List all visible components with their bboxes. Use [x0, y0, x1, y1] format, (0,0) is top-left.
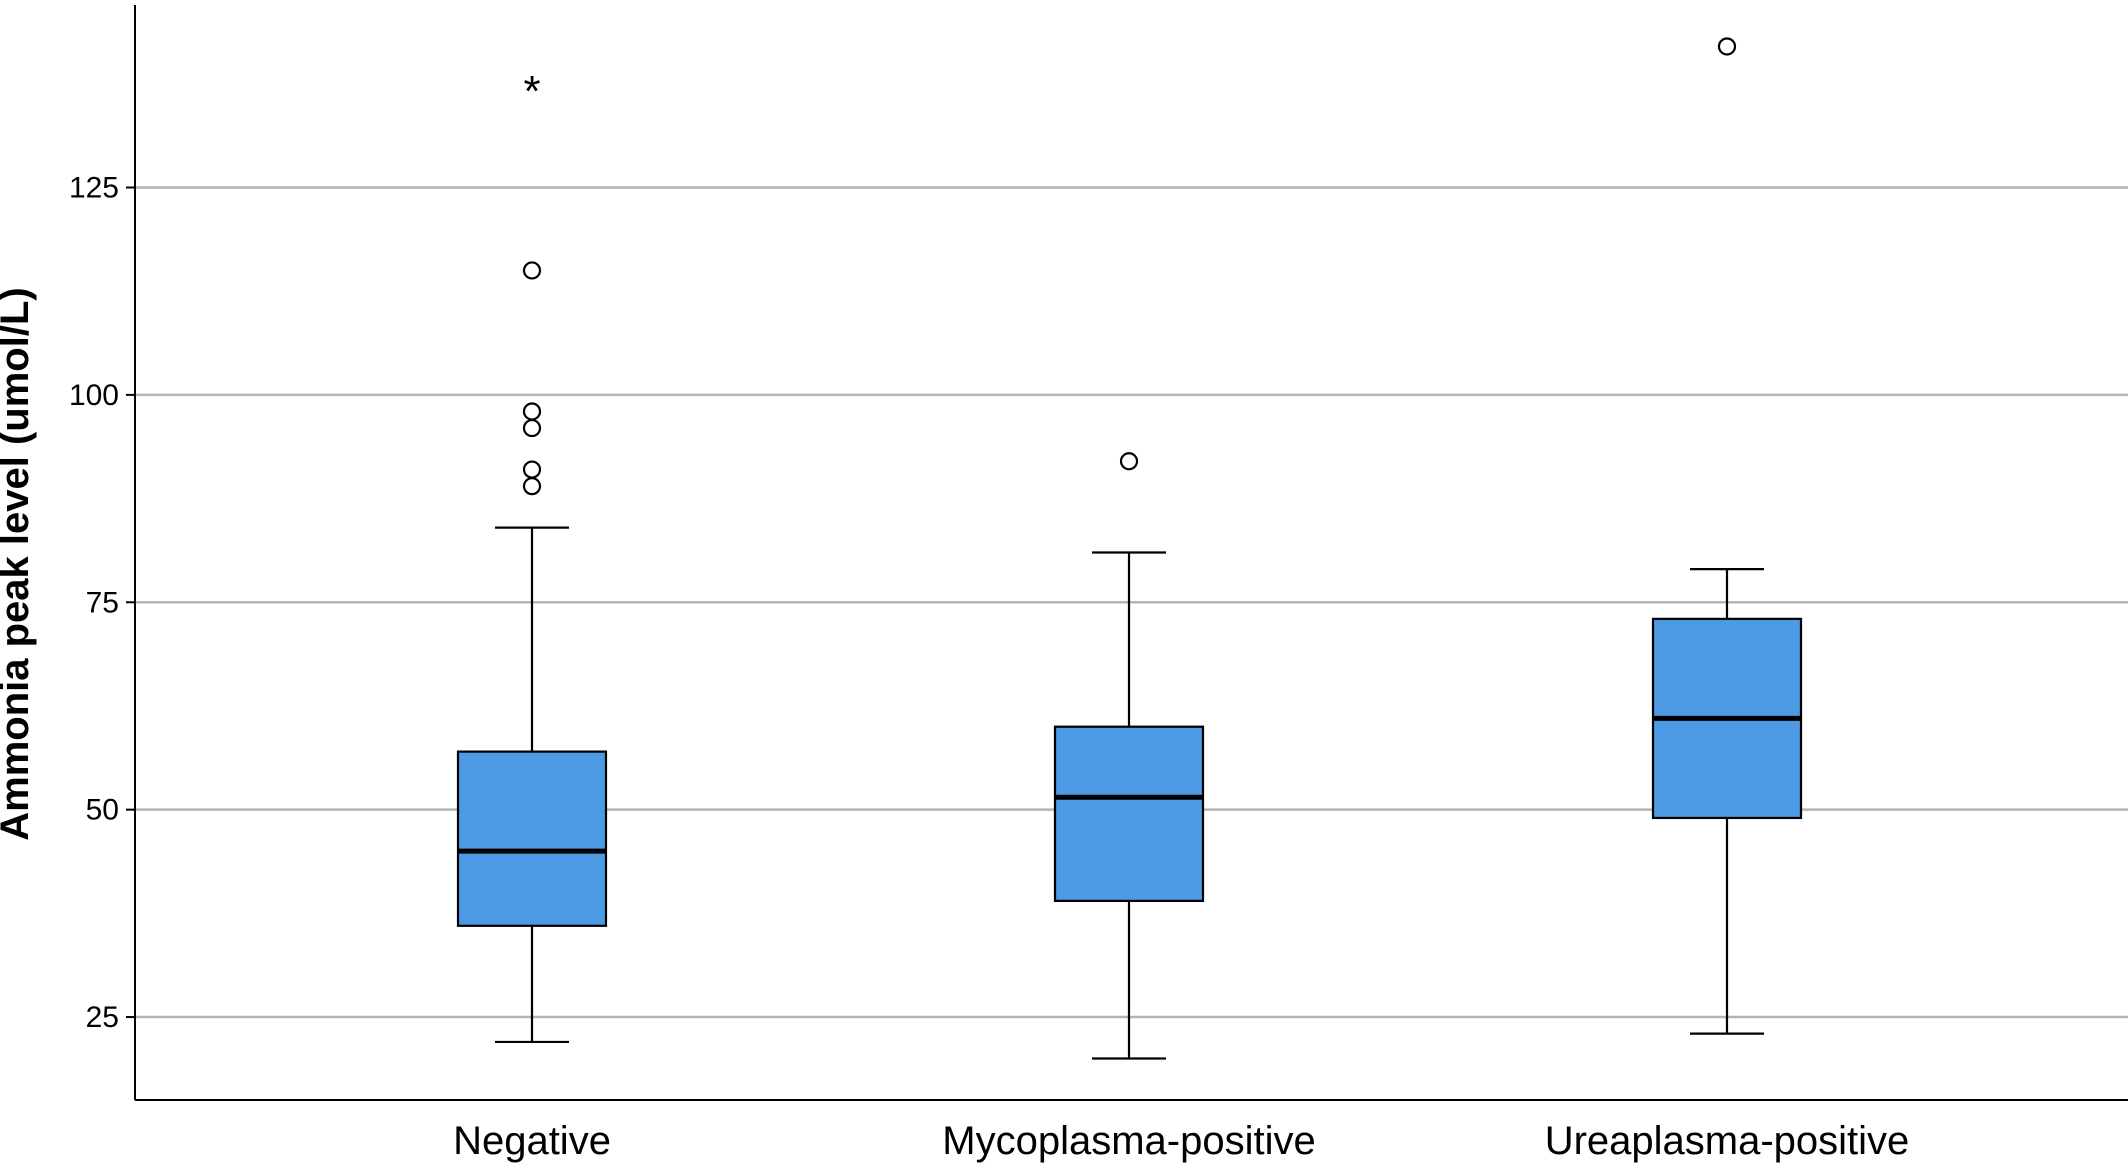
outlier-point [522, 477, 542, 496]
y-tick-label-100: 100 [69, 379, 119, 412]
outlier-point [522, 460, 542, 479]
y-tick-label-50: 50 [86, 794, 119, 827]
outlier-point [522, 418, 542, 438]
box-group-negative: * [456, 67, 608, 1044]
outlier-point [1119, 452, 1139, 471]
y-tick-label-75: 75 [86, 586, 119, 619]
iqr-box [1053, 725, 1205, 903]
box-group-mycoplasma-positive [1053, 452, 1205, 1060]
iqr-box [456, 750, 608, 927]
y-tick-label-125: 125 [69, 172, 119, 205]
x-category-label-negative: Negative [453, 1119, 611, 1163]
axes: 25 50 75 100 125 Negative Mycoplasma-positive U… [69, 5, 2128, 1163]
boxes: * [456, 37, 1803, 1060]
y-tick-label-25: 25 [86, 1001, 119, 1034]
extreme-point: * [523, 67, 540, 116]
outlier-point [522, 402, 542, 421]
outlier-point [1717, 37, 1737, 56]
box-group-ureaplasma-positive [1651, 37, 1803, 1035]
x-category-label-mycoplasma-positive: Mycoplasma-positive [942, 1119, 1315, 1163]
outlier-point [522, 261, 542, 280]
y-axis-title: Ammonia peak level (umol/L) [0, 287, 37, 840]
x-category-label-ureaplasma-positive: Ureaplasma-positive [1545, 1119, 1910, 1163]
